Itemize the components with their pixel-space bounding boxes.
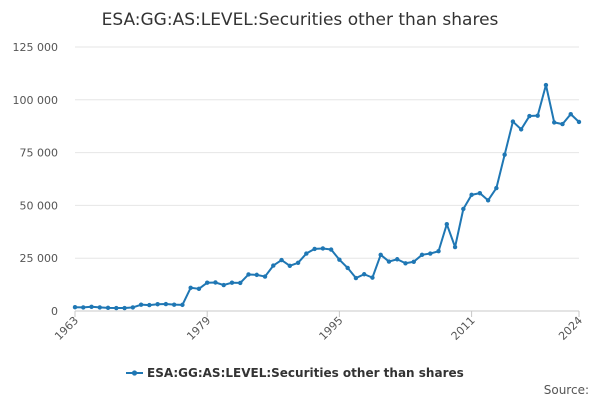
data-point[interactable] bbox=[461, 206, 466, 212]
x-tick-label: 1979 bbox=[184, 314, 213, 343]
data-point[interactable] bbox=[213, 280, 218, 285]
data-point[interactable] bbox=[312, 246, 317, 252]
axes: 0 25 000 50 000 75 000 100 000 125 000 1963 197… bbox=[13, 41, 586, 343]
data-point[interactable] bbox=[345, 265, 350, 271]
data-point[interactable] bbox=[155, 302, 160, 307]
data-point[interactable] bbox=[543, 82, 549, 88]
data-point[interactable] bbox=[262, 274, 268, 279]
series-layer bbox=[72, 82, 582, 311]
data-point[interactable] bbox=[105, 305, 111, 311]
legend-marker-swatch bbox=[131, 370, 138, 376]
data-point[interactable] bbox=[320, 246, 326, 251]
data-point[interactable] bbox=[494, 185, 499, 191]
data-point[interactable] bbox=[246, 272, 251, 277]
data-point[interactable] bbox=[510, 119, 516, 124]
data-point[interactable] bbox=[395, 257, 400, 262]
data-point[interactable] bbox=[552, 120, 557, 125]
data-point[interactable] bbox=[568, 111, 573, 117]
x-tick-label: 1995 bbox=[317, 314, 346, 343]
data-point[interactable] bbox=[279, 257, 284, 263]
data-point[interactable] bbox=[122, 305, 127, 311]
data-point[interactable] bbox=[353, 275, 359, 281]
y-tick-label: 125 000 bbox=[13, 41, 59, 54]
data-point[interactable] bbox=[469, 192, 474, 198]
data-point[interactable] bbox=[147, 302, 152, 308]
data-point[interactable] bbox=[411, 259, 416, 264]
data-point[interactable] bbox=[361, 272, 367, 277]
data-point[interactable] bbox=[527, 113, 532, 119]
data-point[interactable] bbox=[378, 252, 383, 258]
data-point[interactable] bbox=[114, 305, 119, 311]
data-point[interactable] bbox=[328, 247, 334, 252]
chart-title: ESA:GG:AS:LEVEL:Securities other than sh… bbox=[102, 10, 499, 30]
data-point[interactable] bbox=[444, 222, 449, 227]
data-point[interactable] bbox=[477, 190, 483, 196]
data-point[interactable] bbox=[370, 275, 375, 280]
series-line bbox=[74, 84, 580, 310]
data-point[interactable] bbox=[337, 257, 342, 262]
data-point[interactable] bbox=[238, 280, 243, 286]
legend[interactable]: ESA:GG:AS:LEVEL:Securities other than sh… bbox=[126, 366, 464, 380]
data-point[interactable] bbox=[287, 263, 293, 268]
data-point[interactable] bbox=[560, 121, 565, 127]
data-point[interactable] bbox=[295, 260, 301, 266]
y-tick-label: 100 000 bbox=[13, 94, 59, 107]
y-tick-label: 25 000 bbox=[20, 252, 59, 265]
data-point[interactable] bbox=[196, 286, 202, 292]
data-point[interactable] bbox=[576, 119, 582, 125]
data-point[interactable] bbox=[419, 252, 425, 258]
data-point[interactable] bbox=[72, 305, 78, 310]
source-label: Source: bbox=[544, 383, 589, 397]
data-point[interactable] bbox=[205, 280, 210, 285]
legend-label: ESA:GG:AS:LEVEL:Securities other than sh… bbox=[147, 366, 464, 380]
data-point[interactable] bbox=[130, 305, 136, 310]
data-point[interactable] bbox=[485, 198, 491, 203]
data-point[interactable] bbox=[428, 251, 433, 256]
x-tick-label: 2024 bbox=[556, 314, 585, 343]
data-point[interactable] bbox=[304, 251, 309, 256]
data-point[interactable] bbox=[163, 301, 169, 307]
data-point[interactable] bbox=[171, 302, 177, 307]
data-point[interactable] bbox=[403, 261, 408, 266]
data-point[interactable] bbox=[180, 302, 185, 308]
data-point[interactable] bbox=[436, 249, 441, 254]
data-point[interactable] bbox=[452, 244, 458, 250]
y-tick-label: 50 000 bbox=[20, 199, 59, 212]
data-point[interactable] bbox=[502, 152, 507, 157]
data-point[interactable] bbox=[271, 263, 276, 268]
data-point[interactable] bbox=[386, 259, 392, 264]
gridlines bbox=[75, 46, 579, 259]
data-point[interactable] bbox=[221, 282, 226, 288]
y-tick-label: 0 bbox=[51, 305, 58, 318]
data-point[interactable] bbox=[97, 305, 102, 310]
x-tick-label: 1963 bbox=[52, 314, 81, 343]
data-point[interactable] bbox=[229, 280, 235, 285]
data-point[interactable] bbox=[89, 304, 94, 309]
x-tick-label: 2011 bbox=[449, 314, 478, 343]
y-tick-label: 75 000 bbox=[20, 147, 59, 160]
data-point[interactable] bbox=[535, 113, 540, 118]
data-point[interactable] bbox=[254, 272, 259, 278]
data-point[interactable] bbox=[188, 285, 193, 290]
data-point[interactable] bbox=[138, 302, 144, 307]
data-point[interactable] bbox=[81, 305, 86, 310]
data-point[interactable] bbox=[518, 127, 524, 132]
